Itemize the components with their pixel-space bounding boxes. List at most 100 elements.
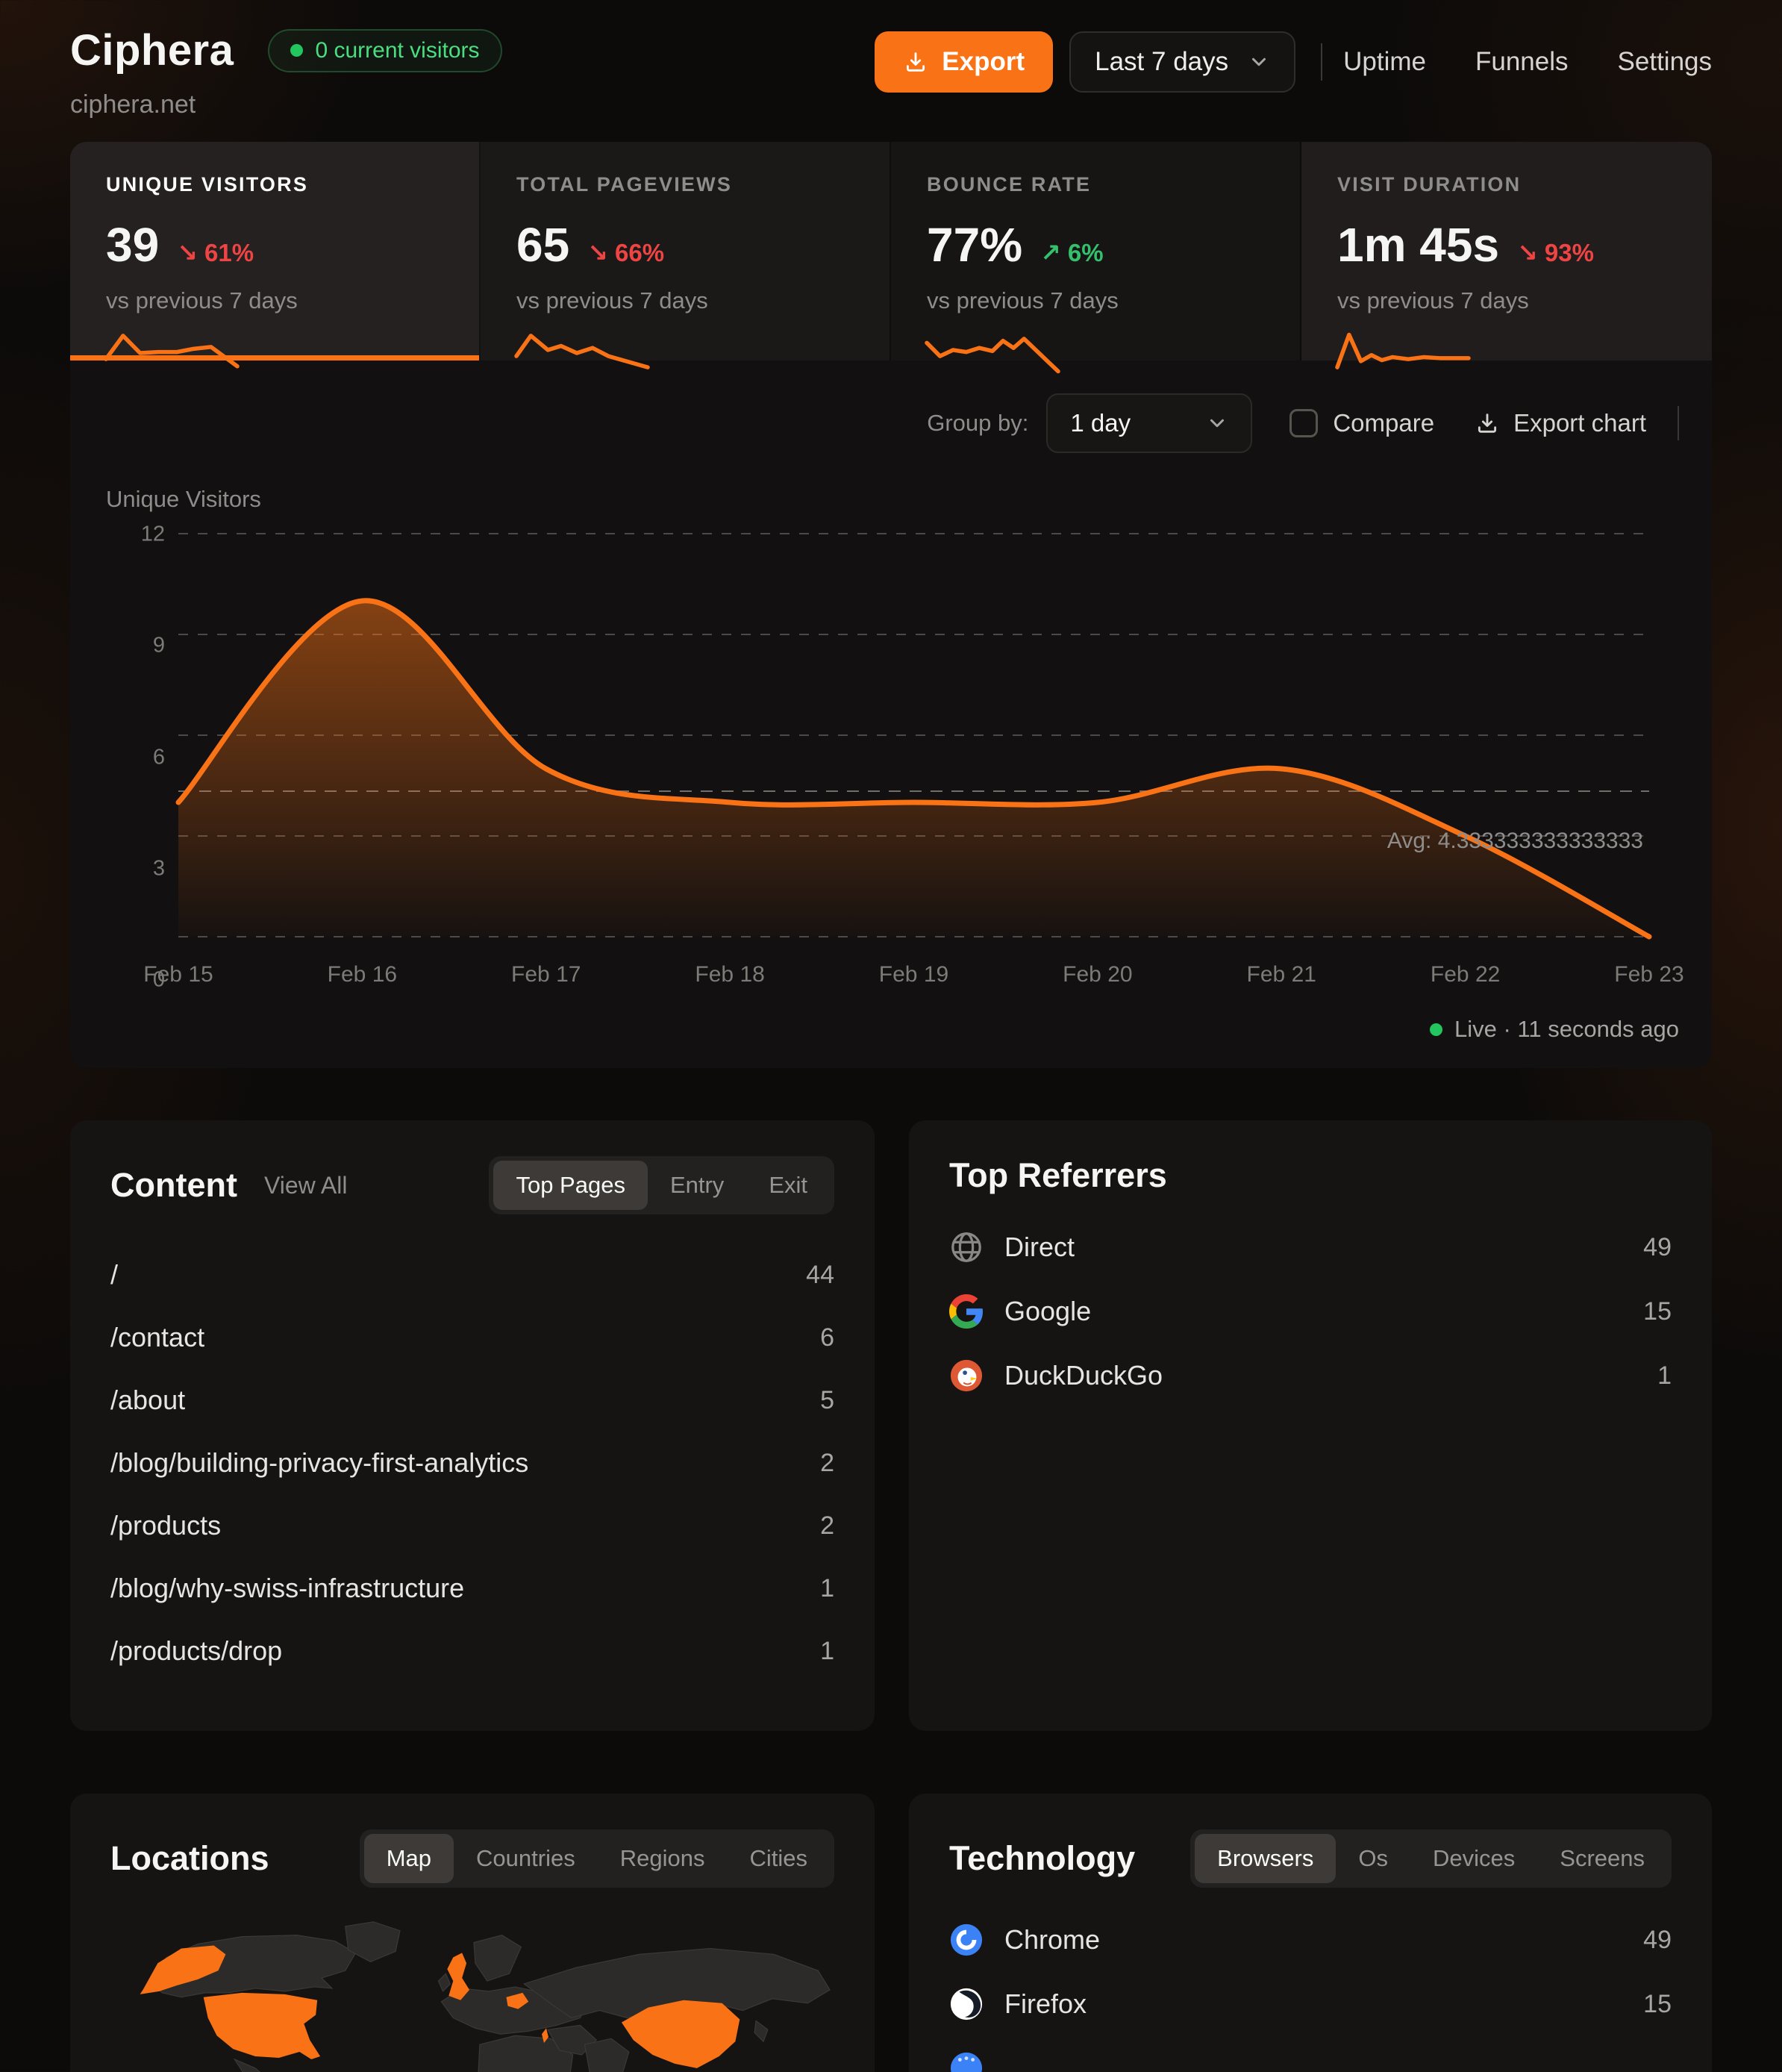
content-tabs: Top Pages Entry Exit <box>489 1156 834 1214</box>
stat-label: TOTAL PAGEVIEWS <box>516 173 733 196</box>
tab-countries[interactable]: Countries <box>476 1845 575 1871</box>
chart-line <box>175 598 1652 940</box>
nav-settings[interactable]: Settings <box>1617 47 1712 76</box>
page-row[interactable]: /contact 6 <box>110 1322 834 1352</box>
duckduckgo-icon <box>950 1359 983 1392</box>
google-icon <box>949 1294 984 1329</box>
x-axis-tick: Feb 20 <box>1063 962 1133 987</box>
y-axis-tick: 3 <box>152 856 165 881</box>
map-country-united-kingdom <box>447 1953 470 2000</box>
nav-uptime[interactable]: Uptime <box>1343 47 1426 76</box>
tab-devices[interactable]: Devices <box>1433 1845 1516 1871</box>
page-row[interactable]: /about 5 <box>110 1385 834 1415</box>
referrer-row-duckduckgo[interactable]: DuckDuckGo 1 <box>949 1355 1672 1397</box>
export-button[interactable]: Export <box>875 31 1054 93</box>
browser-row-firefox[interactable]: Firefox 15 <box>949 1983 1672 2025</box>
locations-card: Locations Map Countries Regions Cities <box>70 1794 875 2072</box>
sparkline-visit-duration <box>1337 331 1469 375</box>
download-icon <box>1478 414 1497 433</box>
stat-visit-duration[interactable]: VISIT DURATION 1m 45s ↘ 93% vs previous … <box>1301 142 1712 361</box>
page-row[interactable]: /blog/building-privacy-first-analytics 2 <box>110 1447 834 1478</box>
x-axis-tick: Feb 22 <box>1430 962 1501 987</box>
stat-compare-label: vs previous 7 days <box>1337 287 1529 313</box>
sparkline-unique-visitors <box>106 331 237 375</box>
overview-card: UNIQUE VISITORS 39 ↘ 61% vs previous 7 d… <box>70 142 1712 1068</box>
x-axis-tick: Feb 21 <box>1246 962 1316 987</box>
stat-value: 65 <box>516 218 570 272</box>
live-dot-icon <box>1429 1023 1442 1036</box>
chart-controls: Group by: 1 day Compare Export chart <box>106 393 1679 453</box>
locations-title: Locations <box>110 1839 269 1877</box>
stat-bounce-rate[interactable]: BOUNCE RATE 77% ↗ 6% vs previous 7 days <box>891 142 1301 361</box>
average-annotation: Avg: 4.333333333333333 <box>1386 828 1643 853</box>
browser-row-chrome[interactable]: Chrome 49 <box>949 1919 1672 1961</box>
export-chart-button[interactable]: Export chart <box>1475 409 1646 437</box>
page-row[interactable]: /blog/why-swiss-infrastructure 1 <box>110 1573 834 1603</box>
browser-row-partial[interactable] <box>949 2047 1672 2072</box>
referrer-row-google[interactable]: Google 15 <box>949 1291 1672 1332</box>
stat-total-pageviews[interactable]: TOTAL PAGEVIEWS 65 ↘ 66% vs previous 7 d… <box>481 142 891 361</box>
site-title: Ciphera <box>70 26 234 75</box>
tab-os[interactable]: Os <box>1358 1845 1388 1871</box>
content-title: Content <box>110 1166 237 1204</box>
page-row[interactable]: /44 <box>110 1259 834 1290</box>
group-by-label: Group by: <box>927 410 1029 436</box>
current-visitors-badge: 0 current visitors <box>268 28 502 72</box>
x-axis-tick: Feb 19 <box>878 962 949 987</box>
map-country-central-europe <box>506 1992 529 2009</box>
stat-compare-label: vs previous 7 days <box>516 287 708 313</box>
stat-compare-label: vs previous 7 days <box>927 287 1119 313</box>
chart-area-fill <box>178 600 1649 937</box>
tab-cities[interactable]: Cities <box>749 1845 807 1871</box>
map-highlights <box>140 1945 740 2068</box>
tab-regions[interactable]: Regions <box>619 1845 705 1871</box>
tab-exit[interactable]: Exit <box>769 1172 807 1198</box>
compare-checkbox[interactable] <box>1289 409 1319 437</box>
nav-funnels[interactable]: Funnels <box>1475 47 1569 76</box>
chevron-down-icon <box>1210 419 1225 428</box>
stat-value: 39 <box>106 218 160 272</box>
tab-entry[interactable]: Entry <box>669 1172 725 1198</box>
view-all-link[interactable]: View All <box>263 1171 348 1199</box>
map-country-united-states-alaska <box>140 1945 226 1994</box>
tab-screens[interactable]: Screens <box>1560 1845 1645 1871</box>
stat-delta: ↘ 61% <box>177 239 254 266</box>
x-axis: Feb 15 Feb 16 Feb 17 Feb 18 Feb 19 Feb 2… <box>143 962 1683 995</box>
compare-label: Compare <box>1333 409 1435 437</box>
map-country-united-states <box>203 1992 321 2059</box>
x-axis-tick: Feb 16 <box>327 962 398 987</box>
date-range-select[interactable]: Last 7 days <box>1069 31 1296 93</box>
stat-label: BOUNCE RATE <box>927 173 1092 196</box>
site-domain: ciphera.net <box>70 90 196 119</box>
locations-tabs: Map Countries Regions Cities <box>359 1829 834 1888</box>
stat-label: UNIQUE VISITORS <box>106 173 309 196</box>
sparkline-bounce-rate <box>927 331 1058 375</box>
page-row[interactable]: /products/drop 1 <box>110 1635 834 1666</box>
visitors-area-chart[interactable] <box>175 525 1652 950</box>
y-axis-tick: 9 <box>152 633 165 658</box>
x-axis-tick: Feb 23 <box>1614 962 1684 987</box>
referrer-row-direct[interactable]: Direct 49 <box>949 1226 1672 1268</box>
stat-value: 1m 45s <box>1337 218 1500 272</box>
firefox-icon <box>950 1988 983 2020</box>
tab-top-pages[interactable]: Top Pages <box>493 1161 648 1210</box>
map-country-china <box>621 2000 740 2068</box>
group-by-select[interactable]: 1 day <box>1046 393 1253 453</box>
y-axis-tick: 6 <box>152 745 165 770</box>
tab-browsers[interactable]: Browsers <box>1195 1834 1336 1883</box>
tab-map[interactable]: Map <box>363 1834 454 1883</box>
date-range-value: Last 7 days <box>1095 47 1229 76</box>
stat-delta: ↗ 6% <box>1040 239 1104 266</box>
export-chart-label: Export chart <box>1513 409 1646 437</box>
chart-section: Group by: 1 day Compare Export chart <box>70 361 1712 1043</box>
header-divider <box>1321 43 1323 81</box>
stat-value: 77% <box>927 218 1023 272</box>
page-row[interactable]: /products 2 <box>110 1510 834 1541</box>
technology-card: Technology Browsers Os Devices Screens C… <box>909 1794 1712 2072</box>
stat-unique-visitors[interactable]: UNIQUE VISITORS 39 ↘ 61% vs previous 7 d… <box>70 142 481 361</box>
export-button-label: Export <box>942 47 1025 76</box>
content-card: Content View All Top Pages Entry Exit /4… <box>70 1120 875 1731</box>
chevron-down-icon <box>1252 57 1266 66</box>
stats-row: UNIQUE VISITORS 39 ↘ 61% vs previous 7 d… <box>70 142 1712 361</box>
stat-label: VISIT DURATION <box>1337 173 1522 196</box>
